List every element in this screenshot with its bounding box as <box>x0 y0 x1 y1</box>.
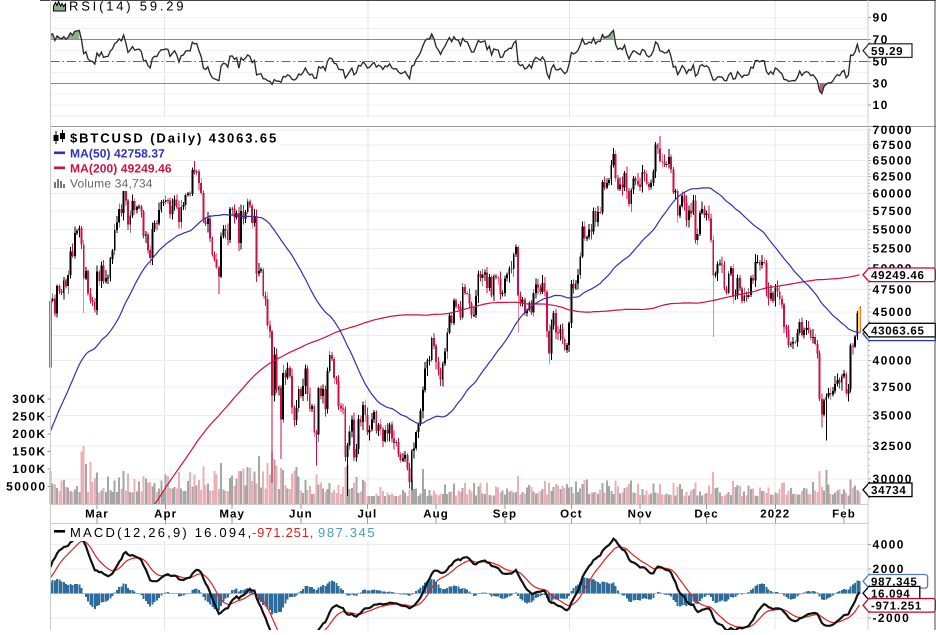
svg-text:49249.46: 49249.46 <box>871 270 925 282</box>
svg-text:90: 90 <box>873 11 889 25</box>
svg-text:52500: 52500 <box>873 242 913 256</box>
svg-text:250K: 250K <box>12 410 46 424</box>
svg-text:35000: 35000 <box>873 409 913 423</box>
svg-text:-971.251,: -971.251, <box>252 525 314 540</box>
svg-text:47500: 47500 <box>873 283 913 297</box>
svg-text:987.345: 987.345 <box>318 525 376 540</box>
svg-text:70: 70 <box>873 32 889 46</box>
svg-text:40000: 40000 <box>873 354 913 368</box>
svg-text:55000: 55000 <box>873 222 913 236</box>
svg-text:Sep: Sep <box>493 509 517 521</box>
svg-text:Apr: Apr <box>154 509 177 521</box>
svg-text:300K: 300K <box>12 392 46 406</box>
svg-text:10: 10 <box>873 98 889 112</box>
svg-text:32500: 32500 <box>873 439 913 453</box>
svg-text:62500: 62500 <box>873 170 913 184</box>
svg-text:59.29: 59.29 <box>871 46 903 58</box>
svg-text:Mar: Mar <box>85 509 109 521</box>
svg-text:70000: 70000 <box>873 123 913 137</box>
svg-text:45000: 45000 <box>873 305 913 319</box>
svg-text:67500: 67500 <box>873 138 913 152</box>
svg-text:43063.65: 43063.65 <box>871 325 925 337</box>
svg-text:100K: 100K <box>12 462 46 476</box>
svg-text:RSI(14) 59.29: RSI(14) 59.29 <box>69 0 186 14</box>
svg-text:Feb: Feb <box>832 509 856 521</box>
svg-text:MA(50) 42758.37: MA(50) 42758.37 <box>70 147 165 161</box>
svg-text:2000: 2000 <box>873 562 905 576</box>
svg-text:Jun: Jun <box>289 509 313 521</box>
svg-text:37500: 37500 <box>873 380 913 394</box>
svg-text:16.094: 16.094 <box>871 588 910 600</box>
svg-text:Jul: Jul <box>357 509 377 521</box>
svg-text:Volume 34,734: Volume 34,734 <box>70 177 153 191</box>
svg-text:987.345: 987.345 <box>871 577 917 589</box>
svg-text:200K: 200K <box>12 427 46 441</box>
svg-text:57500: 57500 <box>873 204 913 218</box>
svg-text:Nov: Nov <box>628 509 653 521</box>
svg-text:Oct: Oct <box>560 509 582 521</box>
svg-text:-2000: -2000 <box>873 611 911 625</box>
svg-text:May: May <box>219 509 245 521</box>
svg-text:34734: 34734 <box>871 485 906 497</box>
svg-text:60000: 60000 <box>873 187 913 201</box>
svg-text:Aug: Aug <box>423 509 449 521</box>
svg-text:-971.251: -971.251 <box>871 601 922 613</box>
svg-text:50000: 50000 <box>6 480 46 494</box>
svg-text:Dec: Dec <box>694 509 718 521</box>
svg-text:30: 30 <box>873 76 889 90</box>
svg-text:MA(200) 49249.46: MA(200) 49249.46 <box>70 162 172 176</box>
svg-text:$BTCUSD (Daily) 43063.65: $BTCUSD (Daily) 43063.65 <box>70 131 278 146</box>
svg-text:2022: 2022 <box>760 509 790 521</box>
svg-text:MACD(12,26,9) 16.094,: MACD(12,26,9) 16.094, <box>70 525 254 540</box>
svg-text:150K: 150K <box>12 445 46 459</box>
svg-text:65000: 65000 <box>873 154 913 168</box>
svg-text:4000: 4000 <box>873 537 905 551</box>
